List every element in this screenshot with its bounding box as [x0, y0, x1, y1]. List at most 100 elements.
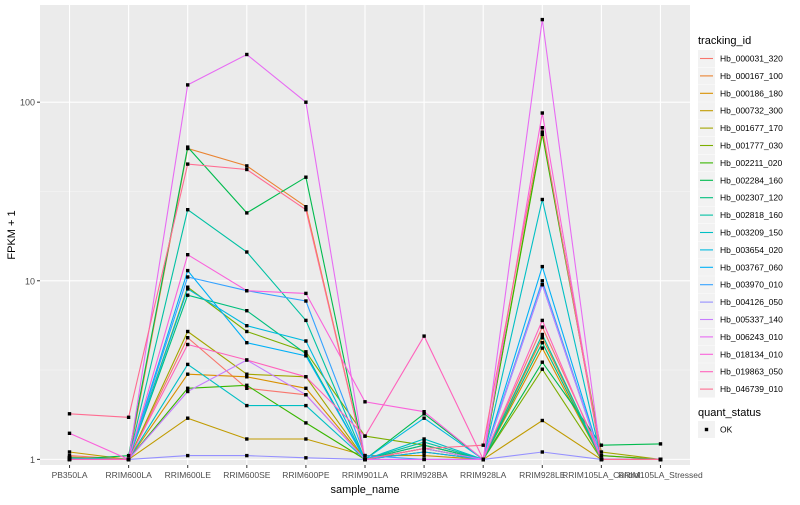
data-point [304, 318, 308, 323]
data-point [186, 336, 190, 340]
data-point [422, 410, 426, 414]
x-tick-label: RRIM928LA [460, 470, 507, 480]
data-point [481, 457, 485, 462]
legend-point-swatch [704, 427, 709, 432]
data-point [304, 352, 308, 356]
data-point [540, 283, 544, 287]
legend-label: Hb_000732_300 [720, 106, 783, 116]
data-point [245, 372, 249, 376]
x-tick-label: RRIM105LA_Control [562, 470, 641, 480]
data-point [186, 453, 190, 458]
data-point [186, 389, 190, 394]
data-point [126, 415, 131, 419]
data-point [126, 453, 131, 458]
legend-label: Hb_006243_010 [720, 332, 783, 342]
data-point [126, 457, 131, 462]
data-point [186, 416, 190, 420]
data-point [304, 205, 308, 209]
data-point [186, 293, 190, 297]
data-point [304, 175, 308, 179]
data-point [304, 339, 308, 343]
data-point [186, 253, 190, 257]
data-point [67, 450, 72, 454]
data-point [422, 416, 426, 420]
legend-label: Hb_002211_020 [720, 158, 783, 168]
data-point [186, 386, 190, 390]
data-point [422, 446, 426, 451]
data-point [540, 17, 544, 22]
data-point [304, 350, 308, 354]
data-point [186, 268, 190, 273]
legend-label: Hb_001677_170 [720, 123, 783, 133]
data-point [304, 403, 308, 408]
legend-label: Hb_002307_120 [720, 193, 783, 203]
data-point [245, 250, 249, 254]
data-point [186, 372, 190, 376]
data-point [304, 437, 308, 441]
data-point [304, 299, 308, 303]
x-tick-label: RRIM928LE [519, 470, 566, 480]
legend-label: Hb_004126_050 [720, 297, 783, 307]
data-point [540, 418, 544, 423]
data-point [186, 208, 190, 212]
data-point [67, 431, 72, 435]
data-point [245, 383, 249, 387]
data-point [540, 126, 544, 130]
data-point [67, 412, 72, 416]
data-point [304, 375, 308, 379]
data-point [540, 132, 544, 137]
data-point [422, 440, 426, 444]
x-tick-label: RRIM901LA [342, 470, 389, 480]
data-point [304, 393, 308, 397]
data-point [245, 358, 249, 362]
data-point [245, 211, 249, 215]
x-axis: PB350LA RRIM600LA RRIM600LE RRIM600SE RRIM60… [52, 465, 703, 480]
data-point [186, 83, 190, 87]
data-point [304, 456, 308, 460]
data-point [658, 457, 663, 462]
data-point [540, 346, 544, 350]
x-tick-label: RRIM600SE [223, 470, 271, 480]
data-point [422, 412, 426, 416]
legend-label: OK [720, 425, 733, 435]
data-point [67, 457, 72, 462]
data-point [599, 457, 604, 462]
data-point [363, 457, 367, 462]
legend-label: Hb_003654_020 [720, 245, 783, 255]
data-point [540, 318, 544, 323]
data-point [540, 197, 544, 202]
data-point [540, 111, 544, 115]
data-point [599, 453, 604, 458]
legend-label: Hb_001777_030 [720, 141, 783, 151]
data-point [245, 375, 249, 379]
data-point [304, 291, 308, 296]
legend-label: Hb_018134_010 [720, 349, 783, 359]
legend-title: tracking_id [698, 35, 751, 47]
x-tick-label: RRIM600LA [105, 470, 152, 480]
data-point [599, 443, 604, 447]
data-point [245, 289, 249, 293]
data-point [186, 329, 190, 334]
x-tick-label: RRIM600LE [165, 470, 212, 480]
data-point [540, 336, 544, 340]
legend-label: Hb_000167_100 [720, 71, 783, 81]
legend-label: Hb_000186_180 [720, 88, 783, 98]
data-point [245, 309, 249, 313]
data-point [422, 457, 426, 462]
data-point [599, 450, 604, 454]
y-axis: 1 10 100 [20, 98, 40, 465]
y-tick-label: 1 [30, 455, 35, 465]
data-point [540, 325, 544, 329]
legend-label: Hb_019863_050 [720, 367, 783, 377]
data-point [245, 329, 249, 334]
data-point [245, 164, 249, 168]
data-point [540, 279, 544, 283]
data-point [245, 167, 249, 172]
data-point [481, 443, 485, 447]
legend-label: Hb_002818_160 [720, 210, 783, 220]
data-point [363, 453, 367, 458]
data-point [363, 434, 367, 438]
data-point [422, 453, 426, 458]
data-point [540, 367, 544, 371]
